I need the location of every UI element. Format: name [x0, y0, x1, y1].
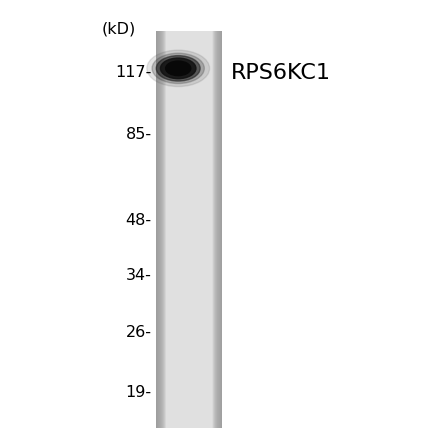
Bar [156, 31, 165, 428]
Bar [156, 31, 162, 428]
Text: 85-: 85- [126, 127, 152, 142]
Bar [156, 31, 158, 428]
Bar [156, 31, 165, 428]
Bar [156, 31, 163, 428]
Bar [214, 31, 222, 428]
Bar [216, 31, 222, 428]
Bar [219, 31, 222, 428]
Bar [221, 31, 222, 428]
Text: (kD): (kD) [102, 21, 136, 36]
Bar [156, 31, 159, 428]
Bar [156, 31, 160, 428]
Text: 117-: 117- [115, 65, 152, 80]
Bar [217, 31, 222, 428]
Bar [156, 31, 162, 428]
Bar [215, 31, 222, 428]
Text: 34-: 34- [126, 268, 152, 283]
Ellipse shape [147, 50, 209, 86]
Bar [213, 31, 222, 428]
Bar [156, 31, 160, 428]
Bar [156, 31, 162, 428]
Bar [156, 31, 161, 428]
Text: 19-: 19- [126, 385, 152, 400]
Bar [218, 31, 222, 428]
Bar [220, 31, 222, 428]
Bar [156, 31, 160, 428]
Bar [156, 31, 161, 428]
Bar [215, 31, 222, 428]
Bar [217, 31, 222, 428]
Bar [215, 31, 222, 428]
Bar [220, 31, 222, 428]
Bar [156, 31, 222, 428]
Bar [213, 31, 222, 428]
Bar [221, 31, 222, 428]
Bar [156, 31, 158, 428]
Bar [156, 31, 164, 428]
Bar [156, 31, 159, 428]
Bar [220, 31, 222, 428]
Bar [219, 31, 222, 428]
Bar [216, 31, 222, 428]
Bar [156, 31, 164, 428]
Ellipse shape [161, 58, 196, 78]
Bar [156, 31, 164, 428]
Bar [156, 31, 158, 428]
Bar [212, 31, 222, 428]
Bar [219, 31, 222, 428]
Bar [156, 31, 157, 428]
Bar [156, 31, 166, 428]
Bar [213, 31, 222, 428]
Bar [217, 31, 222, 428]
Bar [216, 31, 222, 428]
Bar [220, 31, 222, 428]
Ellipse shape [152, 53, 204, 83]
Text: RPS6KC1: RPS6KC1 [231, 63, 331, 83]
Bar [218, 31, 222, 428]
Bar [214, 31, 222, 428]
Bar [156, 31, 157, 428]
Text: 26-: 26- [126, 325, 152, 340]
Bar [156, 31, 163, 428]
Text: 48-: 48- [126, 213, 152, 228]
Ellipse shape [156, 56, 200, 81]
Ellipse shape [166, 61, 191, 76]
Bar [214, 31, 222, 428]
Bar [156, 31, 161, 428]
Bar [156, 31, 158, 428]
Bar [156, 31, 161, 428]
Bar [156, 31, 165, 428]
Bar [216, 31, 222, 428]
Bar [156, 31, 165, 428]
Bar [156, 31, 166, 428]
